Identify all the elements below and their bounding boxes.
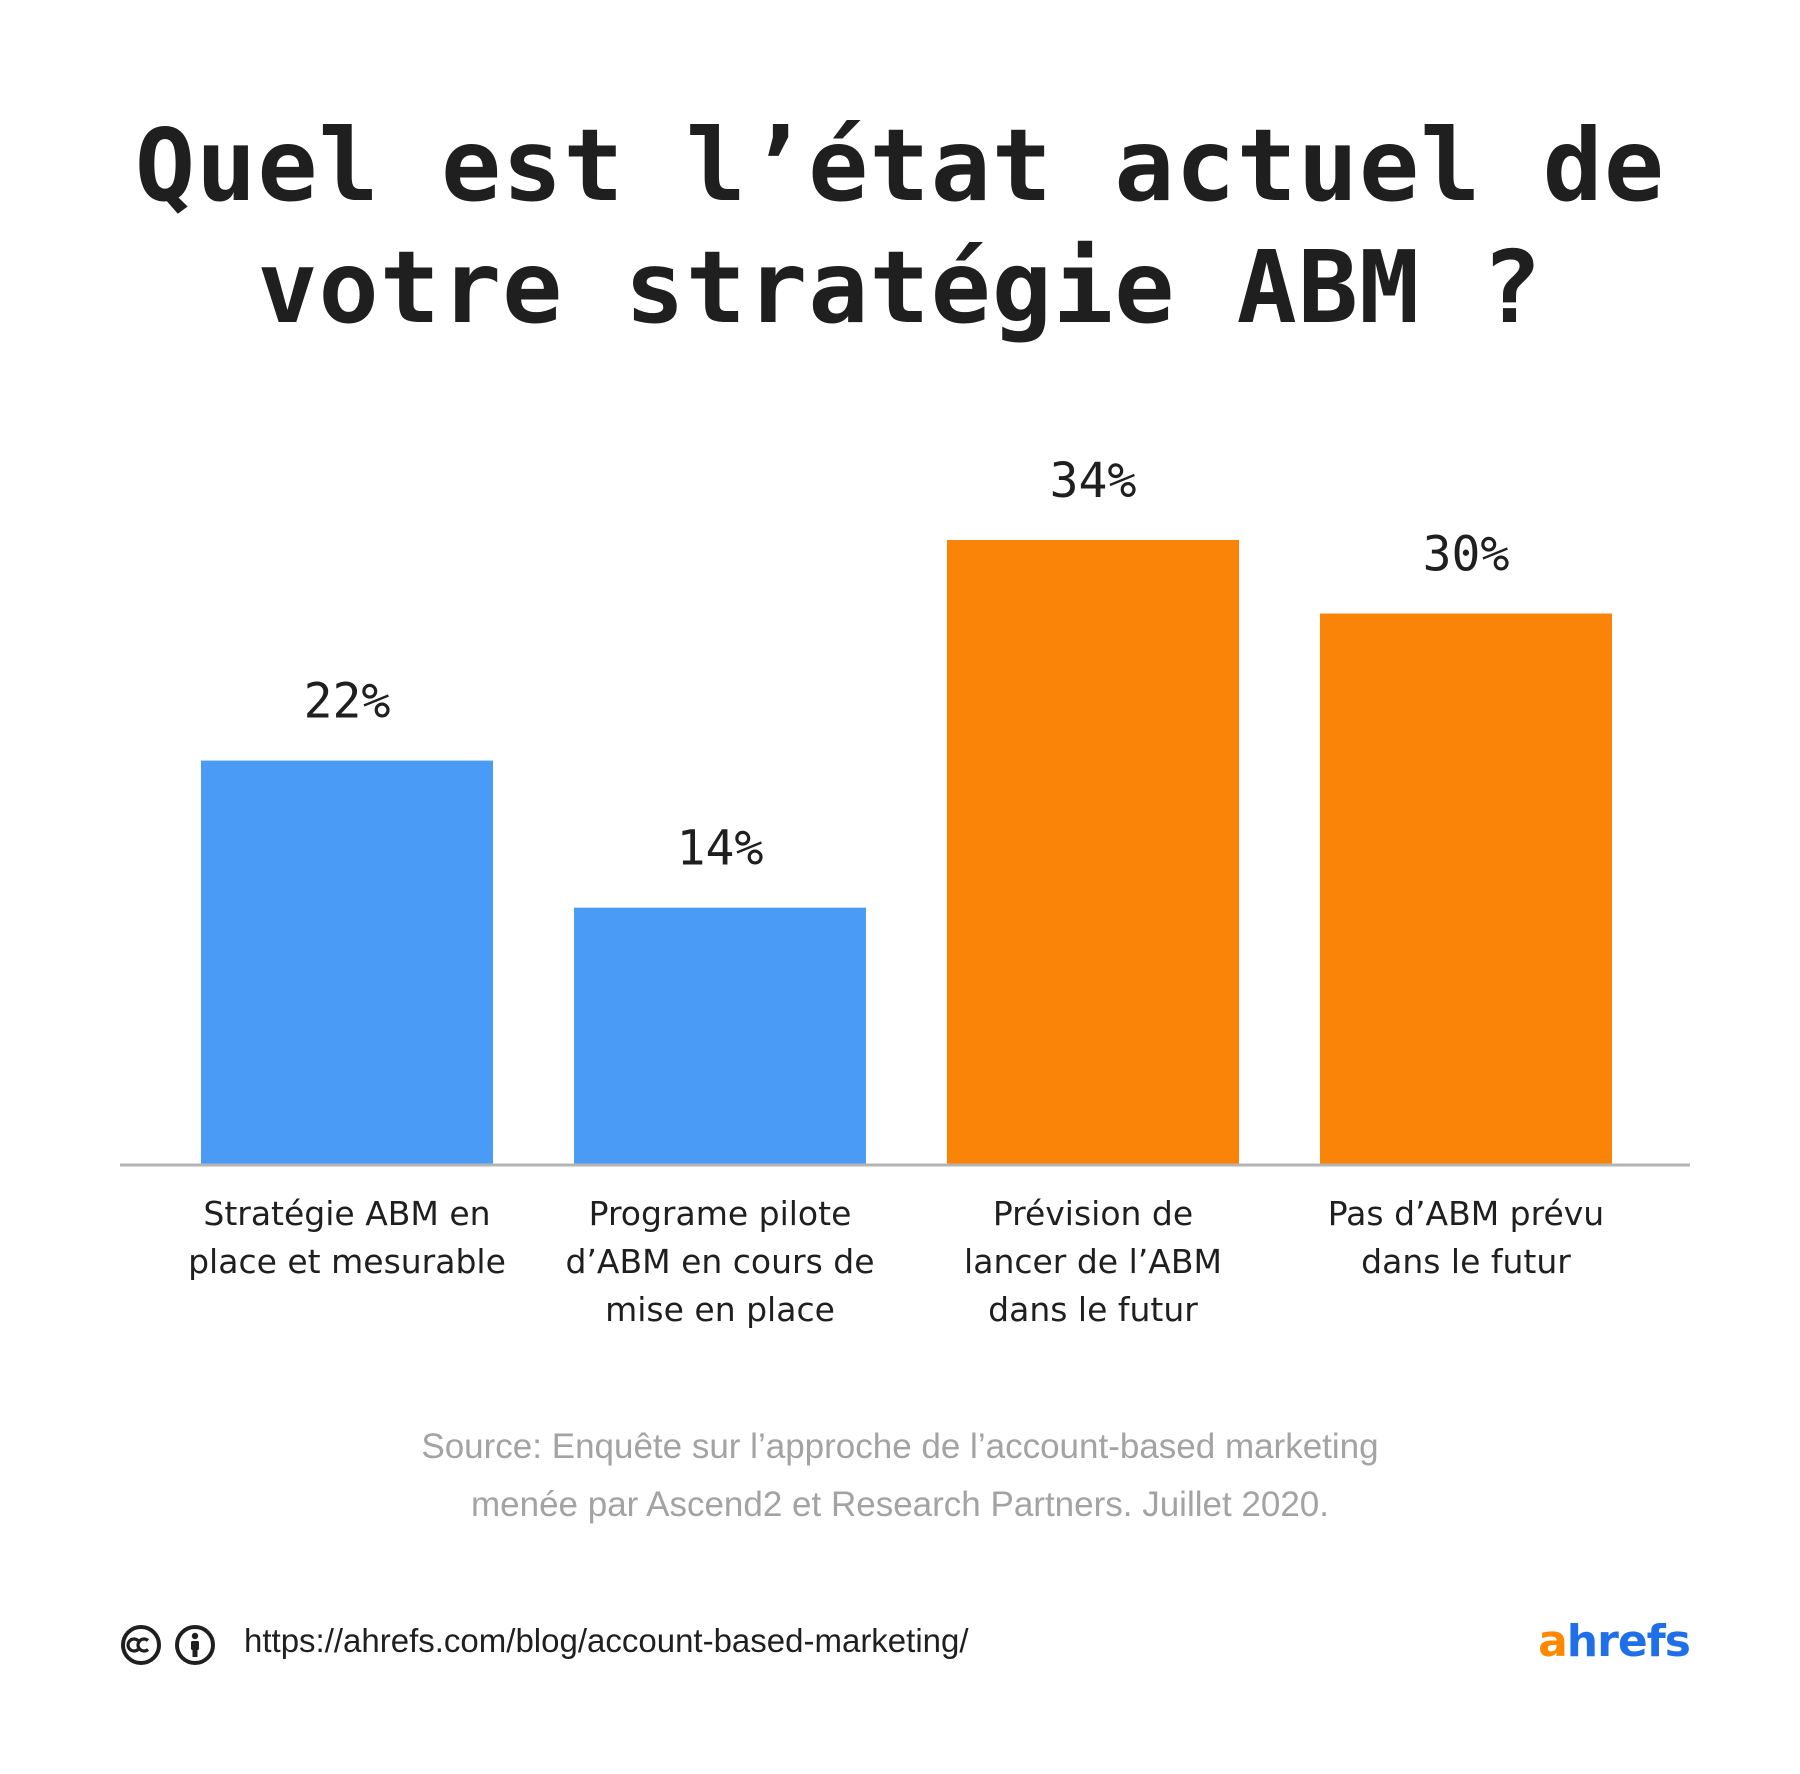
footer: https://ahrefs.com/blog/account-based-ma… [120,1616,1691,1672]
bar-4 [1320,613,1612,1165]
category-label-2-line-1: Programe pilote [589,1194,852,1233]
source-note: Source: Enquête sur l’approche de l’acco… [0,1418,1800,1534]
chart-title: Quel est l’état actuel de votre stratégi… [0,105,1800,349]
license-icons [120,1624,216,1666]
bar-2 [574,907,866,1165]
chart-title-line-2: votre stratégie ABM ? [257,229,1543,346]
category-label-3-line-3: dans le futur [988,1290,1198,1329]
logo-letter-a: a [1538,1616,1568,1667]
source-line-1: Source: Enquête sur l’approche de l’acco… [421,1427,1379,1466]
bar-1 [201,760,493,1165]
category-label-1-line-2: place et mesurable [188,1242,506,1281]
bar-3 [947,540,1239,1165]
attribution-icon [175,1625,215,1665]
chart-title-line-1: Quel est l’état actuel de [134,107,1666,224]
source-url-link[interactable]: https://ahrefs.com/blog/account-based-ma… [244,1622,969,1659]
category-label-3-line-2: lancer de l’ABM [964,1242,1222,1281]
category-label-2-line-2: d’ABM en cours de [565,1242,874,1281]
category-label-4-line-2: dans le futur [1361,1242,1571,1281]
category-label-2-line-3: mise en place [605,1290,835,1329]
bar-chart: 22% Stratégie ABM en place et mesurable 14%… [120,453,1690,1329]
category-label-4-line-1: Pas d’ABM prévu [1328,1194,1604,1233]
creative-commons-icon [121,1625,161,1665]
value-label-4: 30% [1423,527,1510,583]
logo-letters-hrefs: hrefs [1566,1616,1691,1667]
source-line-2: menée par Ascend2 et Research Partners. … [471,1485,1329,1524]
category-label-1-line-1: Stratégie ABM en [203,1194,490,1233]
category-label-3-line-1: Prévision de [993,1194,1193,1233]
labels-layer: 22% Stratégie ABM en place et mesurable 14%… [188,453,1604,1329]
value-label-2: 14% [677,821,764,877]
bars-layer [201,540,1612,1165]
value-label-3: 34% [1050,453,1137,509]
ahrefs-logo: ahrefs [1538,1616,1691,1667]
value-label-1: 22% [304,674,391,730]
